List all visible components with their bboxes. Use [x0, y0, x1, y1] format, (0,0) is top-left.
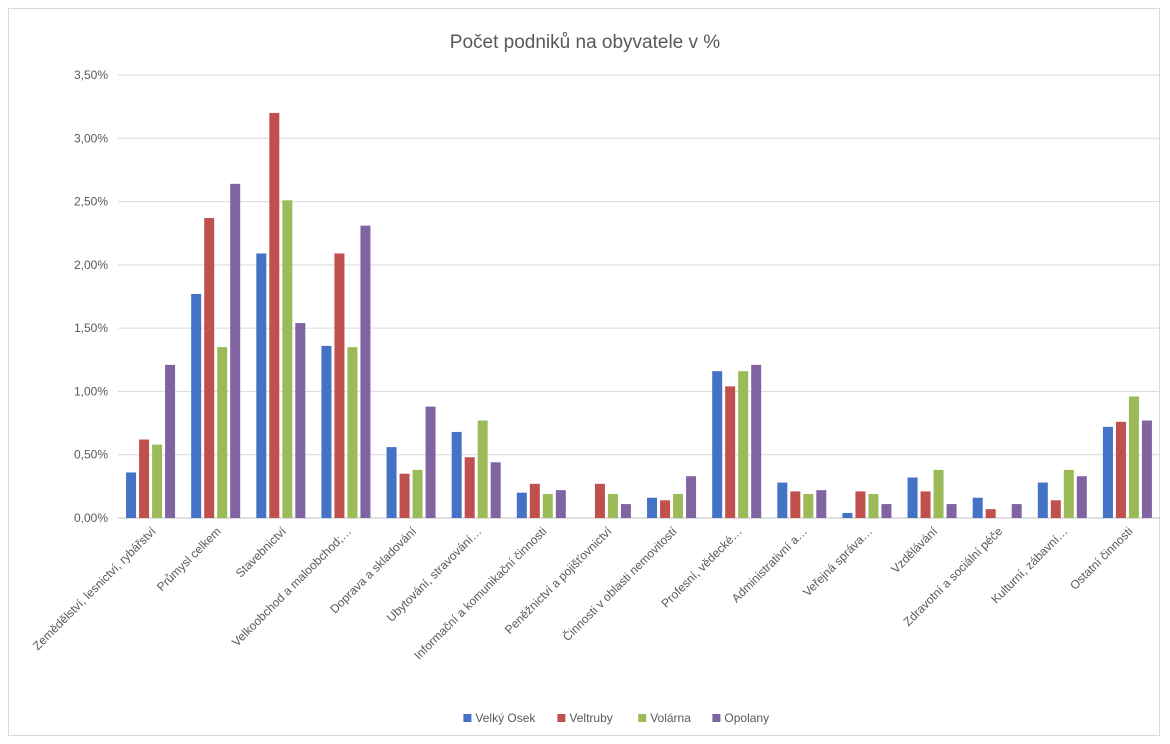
bar-volárna: [152, 444, 163, 518]
y-tick-label: 1,50%: [74, 321, 108, 335]
x-tick-label: Vzdělávání: [888, 524, 940, 576]
bar-volárna: [1063, 469, 1074, 518]
bar-veltruby: [594, 483, 605, 518]
bar-velký-osek: [451, 431, 462, 518]
bar-opolany: [360, 225, 371, 518]
bar-volárna: [868, 493, 879, 518]
bar-opolany: [1011, 504, 1022, 518]
bar-volárna: [282, 200, 293, 518]
bar-opolany: [230, 183, 241, 518]
bar-velký-osek: [1037, 482, 1048, 518]
bar-opolany: [295, 323, 306, 518]
bar-velký-osek: [126, 472, 137, 518]
bar-veltruby: [269, 112, 280, 518]
chart-title: Počet podniků na obyvatele v %: [450, 32, 721, 53]
bar-veltruby: [529, 483, 540, 518]
bar-velký-osek: [712, 371, 723, 518]
y-tick-label: 0,00%: [74, 511, 108, 525]
bar-velký-osek: [256, 253, 267, 519]
x-axis-ticks: Zemědělství, lesnictví, rybářstvíPrůmysl…: [30, 523, 1136, 662]
y-tick-label: 3,50%: [74, 68, 108, 82]
bar-veltruby: [399, 473, 410, 518]
bar-opolany: [555, 490, 566, 518]
x-tick-label: Zemědělství, lesnictví, rybářství: [30, 524, 159, 653]
bar-opolany: [816, 490, 827, 518]
bar-veltruby: [139, 439, 150, 518]
bar-volárna: [933, 469, 944, 518]
bar-volárna: [607, 493, 618, 518]
bar-opolany: [425, 406, 436, 518]
bars: [126, 112, 1152, 519]
y-tick-label: 3,00%: [74, 131, 108, 145]
bar-opolany: [946, 504, 957, 518]
bar-volárna: [738, 371, 749, 518]
bar-volárna: [412, 469, 423, 518]
bar-opolany: [490, 462, 501, 518]
bar-veltruby: [204, 218, 215, 519]
bar-velký-osek: [1102, 426, 1113, 518]
bar-veltruby: [985, 509, 996, 518]
bar-opolany: [1076, 476, 1087, 518]
bar-veltruby: [920, 491, 931, 518]
y-tick-label: 2,50%: [74, 195, 108, 209]
bar-veltruby: [725, 386, 736, 518]
bar-opolany: [620, 504, 631, 518]
y-tick-label: 2,00%: [74, 258, 108, 272]
legend-swatch: [557, 714, 566, 722]
bar-volárna: [347, 347, 358, 518]
x-tick-label: Informační a komunikační činnosti: [411, 524, 549, 662]
bar-volárna: [217, 347, 228, 518]
bar-veltruby: [790, 491, 801, 518]
bar-velký-osek: [647, 497, 658, 518]
bar-velký-osek: [972, 497, 983, 518]
bar-velký-osek: [907, 477, 918, 518]
bar-veltruby: [855, 491, 866, 518]
y-tick-label: 1,00%: [74, 384, 108, 398]
bar-velký-osek: [191, 293, 202, 518]
bar-velký-osek: [842, 512, 853, 518]
legend-label: Velký Osek: [475, 711, 536, 725]
bar-volárna: [1128, 396, 1139, 518]
x-tick-label: Velkoobchod a maloobchod;…: [229, 524, 354, 649]
y-axis-ticks: 0,00% 0,50% 1,00% 1,50% 2,00% 2,50% 3,00% 3,50%: [74, 68, 108, 525]
x-tick-label: Stavebnictví: [233, 524, 290, 581]
bar-velký-osek: [516, 492, 527, 518]
bar-velký-osek: [386, 447, 397, 518]
legend-swatch: [712, 714, 721, 722]
bar-opolany: [751, 364, 762, 518]
bar-volárna: [542, 493, 553, 518]
x-tick-label: Průmysl celkem: [154, 524, 224, 594]
x-tick-label: Ostatní činnosti: [1067, 524, 1135, 592]
bar-opolany: [1141, 420, 1152, 518]
bar-volárna: [803, 493, 814, 518]
bar-volárna: [673, 493, 684, 518]
bar-veltruby: [1050, 500, 1061, 518]
bar-velký-osek: [321, 345, 332, 518]
bar-veltruby: [1115, 421, 1126, 518]
legend-label: Veltruby: [569, 711, 612, 725]
y-tick-label: 0,50%: [74, 448, 108, 462]
bar-veltruby: [334, 253, 345, 519]
x-tick-label: Peněžnictví a pojišťovnictví: [502, 524, 615, 637]
legend-label: Volárna: [650, 711, 691, 725]
bar-opolany: [686, 476, 697, 518]
legend: Velký Osek Veltruby Volárna Opolany: [463, 711, 769, 725]
legend-label: Opolany: [724, 711, 769, 725]
bar-veltruby: [660, 500, 671, 518]
legend-swatch: [638, 714, 647, 722]
bar-volárna: [477, 420, 488, 518]
bar-opolany: [165, 364, 176, 518]
bar-opolany: [881, 504, 892, 518]
x-tick-label: Činnosti v oblasti nemovitostí: [559, 523, 680, 644]
bar-velký-osek: [777, 482, 788, 518]
legend-swatch: [463, 714, 472, 722]
bar-veltruby: [464, 457, 475, 518]
x-tick-label: Veřejná správa…: [800, 524, 875, 599]
